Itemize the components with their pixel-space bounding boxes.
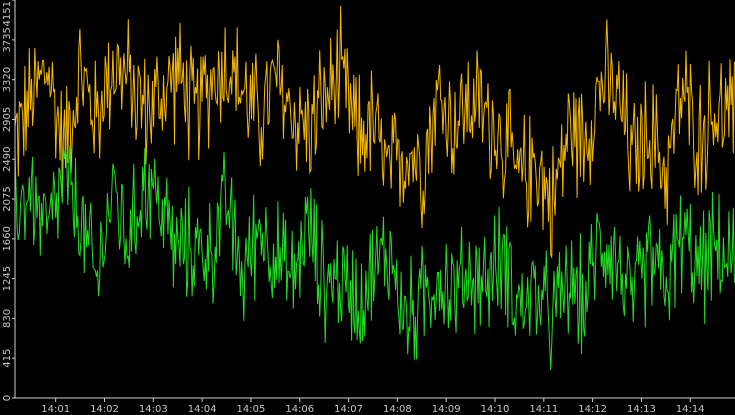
series-line-2 xyxy=(14,145,735,371)
y-tick-label: 1660 xyxy=(2,226,13,251)
y-tick-label: 2075 xyxy=(2,186,13,211)
x-tick-label: 14:07 xyxy=(334,404,363,415)
x-axis: 14:01 14:02 14:03 14:04 14:05 14:06 14:07 14:08… xyxy=(15,397,735,415)
y-tick-label: 4151 xyxy=(2,1,13,26)
y-tick-label: 830 xyxy=(2,309,13,328)
x-tick-label: 14:12 xyxy=(578,404,607,415)
x-tick-label: 14:01 xyxy=(41,404,70,415)
y-tick-label: 2490 xyxy=(2,147,13,172)
x-tick-label: 14:09 xyxy=(432,404,461,415)
x-tick-label: 14:10 xyxy=(481,404,510,415)
x-tick-label: 14:04 xyxy=(188,404,217,415)
y-tick-label: 0 xyxy=(2,395,13,401)
x-tick-label: 14:13 xyxy=(627,404,656,415)
series-line-1 xyxy=(14,5,735,258)
x-tick-label: 14:02 xyxy=(90,404,119,415)
x-tick-label: 14:08 xyxy=(383,404,412,415)
y-tick-label: 415 xyxy=(2,349,13,368)
x-tick-label: 14:14 xyxy=(676,404,705,415)
y-tick-label: 1245 xyxy=(2,266,13,291)
y-tick-label: 2905 xyxy=(2,107,13,132)
x-tick-label: 14:03 xyxy=(139,404,168,415)
x-tick-label: 14:11 xyxy=(529,404,558,415)
x-tick-label: 14:05 xyxy=(237,404,266,415)
x-tick-label: 14:06 xyxy=(285,404,314,415)
series-lines xyxy=(14,5,735,371)
x-tick-labels: 14:01 14:02 14:03 14:04 14:05 14:06 14:07 14:08… xyxy=(41,398,705,415)
y-tick-label: 3735 xyxy=(2,27,13,52)
y-tick-label: 3320 xyxy=(2,67,13,92)
